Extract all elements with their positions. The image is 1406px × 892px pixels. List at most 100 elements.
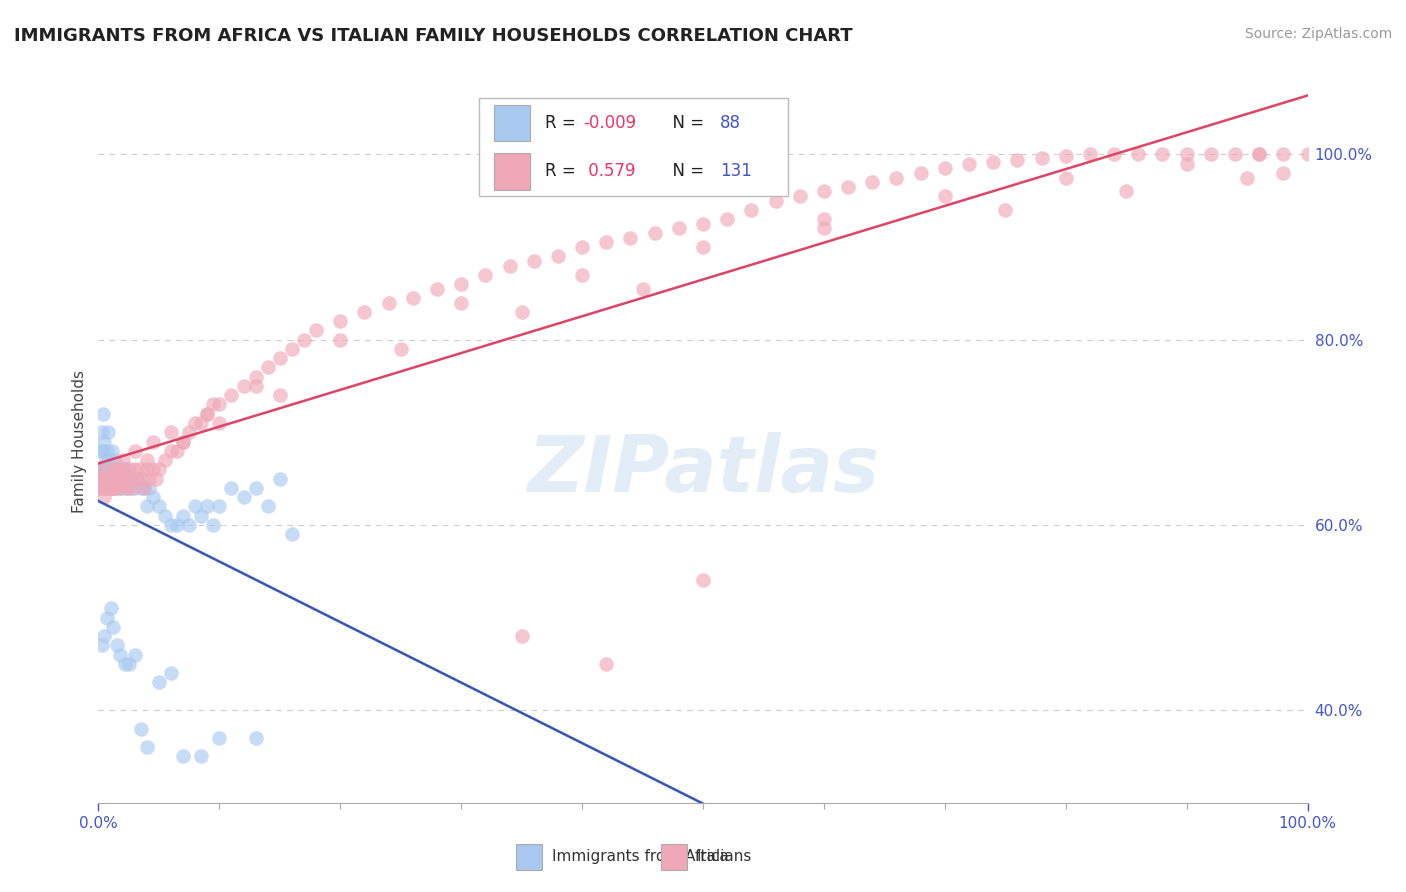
Point xyxy=(245,379,267,393)
Point xyxy=(124,481,146,495)
Point xyxy=(101,620,124,634)
Point xyxy=(97,481,120,495)
Point xyxy=(115,462,138,476)
Point xyxy=(91,638,114,652)
Point xyxy=(128,462,150,476)
Point xyxy=(114,481,136,495)
Point xyxy=(100,481,122,495)
Point xyxy=(101,481,124,495)
Text: Italians: Italians xyxy=(697,849,752,864)
Bar xyxy=(494,153,530,190)
Bar xyxy=(516,845,543,870)
Y-axis label: Family Households: Family Households xyxy=(72,370,87,513)
Point xyxy=(523,253,546,268)
Point xyxy=(100,481,122,495)
Point xyxy=(90,443,112,458)
Point xyxy=(111,462,134,476)
Text: R =: R = xyxy=(544,162,581,180)
Point xyxy=(1078,147,1101,161)
Text: -0.009: -0.009 xyxy=(583,113,637,132)
Point xyxy=(105,472,128,486)
Point xyxy=(121,481,143,495)
Point xyxy=(281,342,304,356)
Point xyxy=(813,221,835,235)
Point xyxy=(184,416,207,430)
Point xyxy=(281,527,304,541)
Text: N =: N = xyxy=(662,162,709,180)
Point xyxy=(547,249,569,263)
Point xyxy=(94,453,117,467)
Bar xyxy=(661,845,688,870)
Point xyxy=(97,425,120,440)
Point xyxy=(426,282,449,296)
Point xyxy=(103,481,125,495)
Point xyxy=(142,434,165,449)
Point xyxy=(981,154,1004,169)
Point xyxy=(957,156,980,170)
Point xyxy=(89,462,111,476)
Point xyxy=(98,481,121,495)
Point xyxy=(111,462,134,476)
Point xyxy=(100,443,122,458)
Point xyxy=(166,443,188,458)
Point xyxy=(813,185,835,199)
Point xyxy=(571,268,593,282)
Point xyxy=(292,333,315,347)
Point xyxy=(108,462,131,476)
Point xyxy=(692,217,714,231)
Point xyxy=(160,517,183,532)
Point xyxy=(1102,147,1125,161)
Point xyxy=(142,490,165,504)
Point xyxy=(117,472,139,486)
Text: ZIPatlas: ZIPatlas xyxy=(527,433,879,508)
Point xyxy=(103,472,125,486)
Point xyxy=(1031,151,1053,165)
Point xyxy=(160,443,183,458)
Point xyxy=(860,175,883,189)
Point xyxy=(104,472,127,486)
Point xyxy=(100,472,122,486)
Point xyxy=(1054,149,1077,163)
Point xyxy=(208,416,231,430)
Point xyxy=(100,481,122,495)
Point xyxy=(837,179,859,194)
Point xyxy=(91,481,114,495)
Bar xyxy=(494,104,530,141)
Point xyxy=(1054,170,1077,185)
Point xyxy=(118,481,141,495)
Point xyxy=(129,481,152,495)
Point xyxy=(91,443,114,458)
Point xyxy=(1296,147,1319,161)
Point xyxy=(245,481,267,495)
Point xyxy=(91,425,114,440)
Point xyxy=(97,472,120,486)
Point xyxy=(1199,147,1222,161)
Point xyxy=(571,240,593,254)
Point xyxy=(184,500,207,514)
Point xyxy=(789,189,811,203)
Point xyxy=(1236,170,1258,185)
Point xyxy=(1115,185,1137,199)
Point xyxy=(108,648,131,662)
Point xyxy=(129,722,152,736)
Text: N =: N = xyxy=(662,113,709,132)
Text: IMMIGRANTS FROM AFRICA VS ITALIAN FAMILY HOUSEHOLDS CORRELATION CHART: IMMIGRANTS FROM AFRICA VS ITALIAN FAMILY… xyxy=(14,27,852,45)
Point xyxy=(886,170,908,185)
Point xyxy=(98,472,121,486)
Point xyxy=(117,481,139,495)
Point xyxy=(135,740,157,755)
Point xyxy=(107,472,129,486)
Point xyxy=(1272,147,1295,161)
Point xyxy=(329,333,352,347)
Point xyxy=(619,231,641,245)
Point xyxy=(100,472,122,486)
Point xyxy=(135,500,157,514)
Point xyxy=(195,500,218,514)
Point xyxy=(127,472,149,486)
Point xyxy=(1128,147,1150,161)
Point xyxy=(100,601,122,615)
Point xyxy=(97,462,120,476)
Point xyxy=(93,481,115,495)
Point xyxy=(172,508,194,523)
Point xyxy=(1175,156,1198,170)
